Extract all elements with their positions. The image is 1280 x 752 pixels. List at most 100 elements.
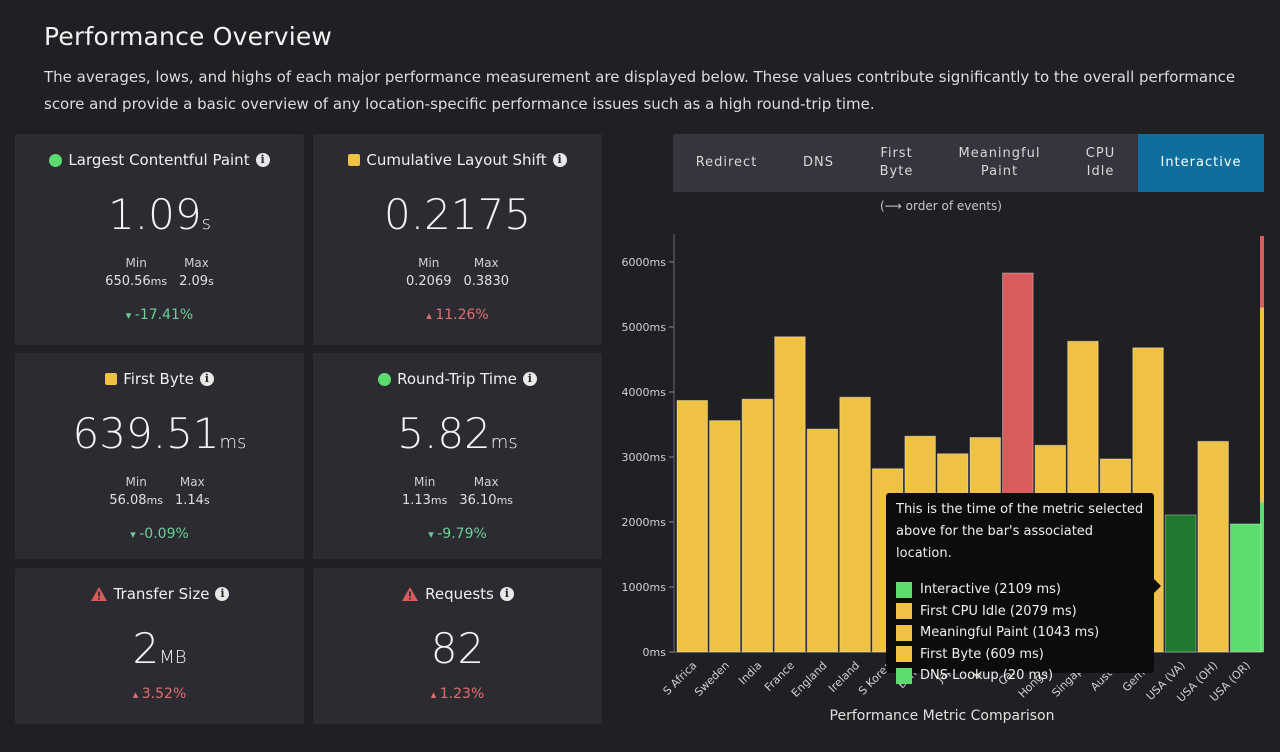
card-value-unit: ms: [490, 432, 518, 453]
card-title-text: Cumulative Layout Shift: [366, 151, 547, 169]
max-value: 36.10ms: [459, 493, 514, 508]
info-icon[interactable]: i: [552, 153, 567, 167]
min-max: Min 0.2069 Max 0.3830: [313, 256, 602, 289]
card-title: Largest Contentful Paint i: [15, 151, 304, 169]
y-tick-label: 6000ms: [622, 256, 667, 269]
tab-first-byte[interactable]: First Byte: [879, 146, 914, 179]
card-value-unit: ms: [219, 432, 247, 453]
change-indicator: ▴ 3.52%: [15, 686, 304, 702]
tooltip-legend: Interactive (2109 ms) First CPU Idle (207…: [896, 579, 1144, 687]
tooltip-item-label: DNS Lookup (20 ms): [920, 668, 1054, 684]
tab-meaningful-paint[interactable]: Meaningful Paint: [958, 146, 1041, 179]
min-max: Min 650.56ms Max 2.09s: [15, 256, 304, 289]
min-value: 56.08ms: [109, 493, 163, 508]
change-value: 11.26%: [435, 307, 489, 323]
metric-tabs: Redirect DNS First Byte Meaningful Paint CPU…: [673, 134, 1264, 192]
min-label: Min: [418, 256, 440, 270]
info-icon[interactable]: i: [499, 587, 514, 601]
arrow-down-icon: ▾: [125, 309, 135, 322]
bar: [1229, 523, 1262, 653]
min-label: Min: [125, 475, 147, 489]
max-value: 0.3830: [463, 274, 510, 289]
tab-cpu-idle[interactable]: CPU Idle: [1085, 146, 1116, 179]
max-label: Max: [473, 256, 499, 270]
card-value: 2MB: [15, 624, 304, 673]
tooltip-item-label: First Byte (609 ms): [920, 646, 1044, 662]
y-tick-label: 3000ms: [622, 451, 667, 464]
tooltip-item-label: Meaningful Paint (1043 ms): [920, 625, 1100, 641]
min-label: Min: [125, 256, 147, 270]
tooltip-text: This is the time of the metric selected …: [896, 502, 1144, 561]
y-tick-label: 2000ms: [622, 516, 667, 529]
tab-interactive[interactable]: Interactive: [1138, 134, 1264, 192]
tooltip-item: First Byte (609 ms): [896, 644, 1144, 666]
tab-dns[interactable]: DNS: [803, 155, 834, 170]
max-label: Max: [473, 475, 499, 489]
change-indicator: ▾ -0.09%: [15, 526, 304, 542]
page-description: The averages, lows, and highs of each ma…: [44, 68, 1236, 113]
x-tick-label: England: [789, 659, 830, 700]
card-value-number: 5.82: [397, 409, 491, 458]
legend-swatch: [896, 603, 912, 620]
min-label: Min: [414, 475, 436, 489]
max-value: 2.09s: [179, 274, 214, 289]
info-icon[interactable]: i: [199, 372, 214, 386]
change-value: -0.09%: [139, 526, 189, 542]
card-title: Requests i: [313, 585, 602, 603]
x-axis-label: Performance Metric Comparison: [830, 708, 1055, 724]
y-tick-label: 1000ms: [622, 581, 667, 594]
card-value-number: 0.2175: [384, 190, 531, 239]
card-value-number: 639.51: [72, 409, 220, 458]
min-value: 0.2069: [406, 274, 452, 289]
min-max: Min 56.08ms Max 1.14s: [15, 475, 304, 508]
bar: [806, 428, 839, 653]
change-value: -17.41%: [134, 307, 194, 323]
change-value: 1.23%: [439, 686, 485, 702]
arrow-down-icon: ▾: [130, 528, 140, 541]
status-square-icon: [105, 373, 118, 385]
tooltip-item: DNS Lookup (20 ms): [896, 665, 1144, 687]
arrow-down-icon: ▾: [428, 528, 438, 541]
info-icon[interactable]: i: [215, 587, 230, 601]
bar: [1164, 514, 1197, 653]
metric-card-req: Requests i 82 ▴ 1.23%: [313, 568, 602, 724]
bar: [1197, 440, 1229, 653]
max-value: 1.14s: [174, 493, 210, 508]
y-tick-label: 4000ms: [622, 386, 667, 399]
min-max: Min 1.13ms Max 36.10ms: [313, 475, 602, 508]
warning-icon: [402, 587, 419, 601]
legend-swatch: [896, 646, 912, 663]
tab-redirect[interactable]: Redirect: [695, 155, 758, 170]
change-value: 3.52%: [141, 686, 187, 702]
bar: [741, 398, 774, 653]
card-value: 639.51ms: [15, 409, 304, 458]
card-value-unit: s: [201, 213, 211, 234]
threshold-band: [1260, 236, 1264, 308]
card-title-text: Transfer Size: [113, 585, 210, 603]
tooltip-item: First CPU Idle (2079 ms): [896, 601, 1144, 623]
bar: [839, 396, 871, 653]
page-title: Performance Overview: [44, 22, 333, 51]
card-title-text: First Byte: [123, 370, 194, 388]
threshold-band: [1260, 307, 1264, 503]
metric-card-lcp: Largest Contentful Paint i 1.09s Min 650.56…: [15, 134, 304, 345]
change-indicator: ▴ 1.23%: [313, 686, 602, 702]
arrow-up-icon: ▴: [430, 688, 440, 701]
tooltip-item: Interactive (2109 ms): [896, 579, 1144, 601]
y-tick-label: 0ms: [643, 646, 667, 659]
min-value: 1.13ms: [401, 493, 448, 508]
card-value: 5.82ms: [313, 409, 602, 458]
threshold-band: [1260, 502, 1264, 652]
card-title-text: Requests: [425, 585, 494, 603]
metric-card-cls: Cumulative Layout Shift i 0.2175 Min 0.2069…: [313, 134, 602, 345]
info-icon[interactable]: i: [522, 372, 537, 386]
card-title-text: Round-Trip Time: [397, 370, 517, 388]
change-indicator: ▾ -9.79%: [313, 526, 602, 542]
x-tick-label: India: [736, 659, 764, 687]
bar: [774, 336, 806, 653]
metric-card-rtt: Round-Trip Time i 5.82ms Min 1.13ms Max 36.1…: [313, 353, 602, 559]
metric-card-ts: Transfer Size i 2MB ▴ 3.52%: [15, 568, 304, 724]
card-title: Cumulative Layout Shift i: [313, 151, 602, 169]
info-icon[interactable]: i: [255, 153, 270, 167]
card-value-number: 82: [430, 624, 485, 673]
